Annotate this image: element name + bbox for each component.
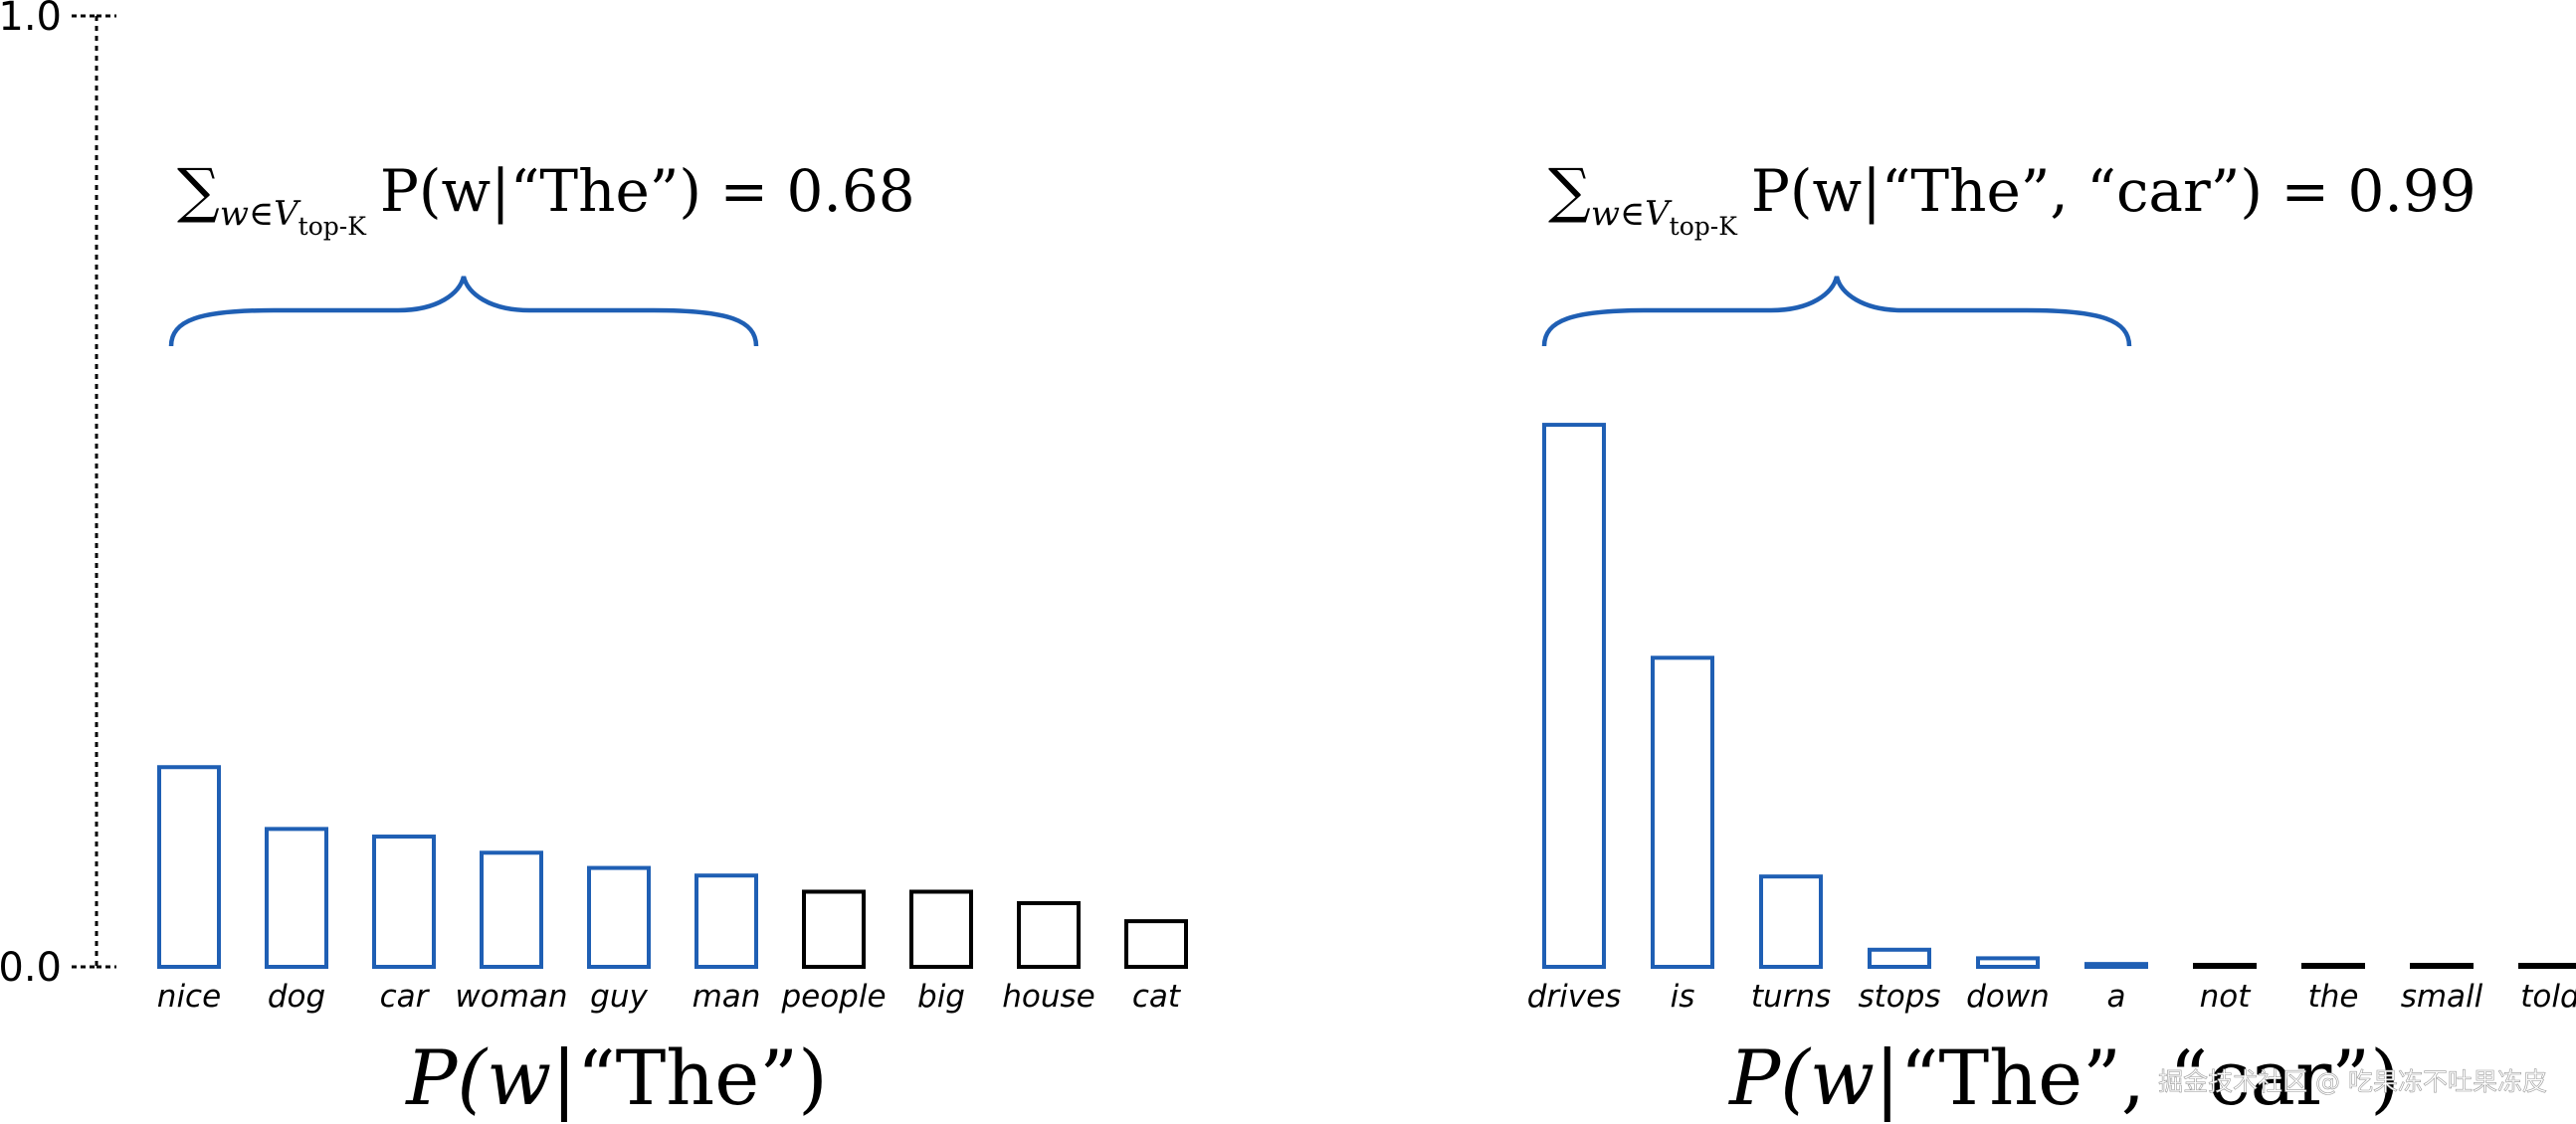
- bar-group: [157, 765, 1188, 970]
- sum-symbol: ∑: [1548, 156, 1591, 226]
- category-labels: nice dog car woman guy man people big house cat: [157, 979, 1182, 1015]
- bar-not: [2193, 963, 2257, 969]
- bar-the: [2301, 963, 2365, 969]
- category-label-guy: guy: [590, 979, 648, 1015]
- xlabel-pre: P(w|: [404, 1033, 576, 1122]
- category-label-cat: cat: [1132, 979, 1182, 1015]
- bar-house: [1017, 900, 1081, 969]
- bar-big: [909, 889, 973, 970]
- bar-group: [1542, 423, 2576, 970]
- annotation-subsubscript: top-K: [1670, 212, 1739, 241]
- xlabel-quote: “The”, “car”: [1900, 1033, 2371, 1122]
- topk-brace: [168, 276, 759, 347]
- xlabel-post: ): [2370, 1033, 2400, 1122]
- sum-symbol: ∑: [177, 156, 220, 226]
- category-label-told: told: [2520, 979, 2576, 1015]
- category-labels: drives is turns stops down a not the small told: [1527, 979, 2576, 1015]
- bar-drives: [1542, 423, 1606, 969]
- x-axis-label: P(w|“The”, “car”): [1727, 1033, 2400, 1122]
- category-label-stops: stops: [1858, 979, 1940, 1015]
- y-tick-label-bottom: 0.0: [0, 945, 62, 991]
- bar-a: [2084, 962, 2148, 970]
- bar-guy: [587, 865, 651, 969]
- xlabel-pre: P(w|: [1727, 1033, 1899, 1122]
- chart-panel-left: nice dog car woman guy man people big house cat ∑…: [157, 156, 1188, 1122]
- topk-brace: [1541, 276, 2132, 347]
- bar-man: [694, 873, 758, 969]
- category-label-down: down: [1966, 979, 2050, 1015]
- topk-annotation: ∑w∈Vtop-K P(w|“The”, “car”) = 0.99: [1548, 156, 2477, 241]
- category-label-house: house: [1002, 979, 1094, 1015]
- bar-stops: [1868, 947, 1931, 969]
- annotation-body: P(w|“The”) = 0.68: [380, 157, 915, 225]
- category-label-the: the: [2308, 979, 2359, 1015]
- topk-annotation: ∑w∈Vtop-K P(w|“The”) = 0.68: [177, 156, 915, 241]
- category-label-big: big: [917, 979, 965, 1015]
- xlabel-quote: “The”: [577, 1033, 798, 1122]
- category-label-not: not: [2200, 979, 2253, 1015]
- bar-down: [1976, 956, 2040, 969]
- x-axis-label: P(w|“The”): [404, 1033, 827, 1122]
- category-label-dog: dog: [268, 979, 325, 1015]
- y-tick-label-top: 1.0: [0, 0, 62, 40]
- bar-woman: [480, 850, 543, 970]
- annotation-subsubscript: top-K: [298, 212, 368, 241]
- xlabel-post: ): [798, 1033, 828, 1122]
- bar-small: [2410, 963, 2474, 969]
- bar-dog: [265, 827, 328, 969]
- category-label-drives: drives: [1527, 979, 1622, 1015]
- y-axis: 1.0 0.0: [0, 0, 116, 991]
- annotation-body: P(w|“The”, “car”) = 0.99: [1751, 157, 2477, 225]
- watermark: 掘金技术社区 @ 吃果冻不吐果冻皮: [2158, 1067, 2547, 1096]
- category-label-a: a: [2107, 979, 2126, 1015]
- category-label-small: small: [2401, 979, 2483, 1015]
- annotation-subscript: w∈V: [1591, 194, 1673, 234]
- bar-told: [2518, 963, 2576, 969]
- category-label-man: man: [693, 979, 761, 1015]
- bar-nice: [157, 765, 221, 969]
- bar-is: [1651, 656, 1714, 969]
- chart-panel-right: drives is turns stops down a not the small told ∑…: [1527, 156, 2576, 1122]
- category-label-people: people: [780, 979, 886, 1015]
- bar-cat: [1124, 919, 1188, 969]
- bar-people: [802, 889, 866, 970]
- category-label-is: is: [1671, 979, 1695, 1015]
- category-label-woman: woman: [455, 979, 567, 1015]
- category-label-car: car: [380, 979, 431, 1015]
- category-label-turns: turns: [1751, 979, 1831, 1015]
- annotation-subscript: w∈V: [220, 194, 301, 234]
- category-label-nice: nice: [157, 979, 221, 1015]
- bar-turns: [1759, 874, 1823, 969]
- bar-car: [372, 835, 436, 970]
